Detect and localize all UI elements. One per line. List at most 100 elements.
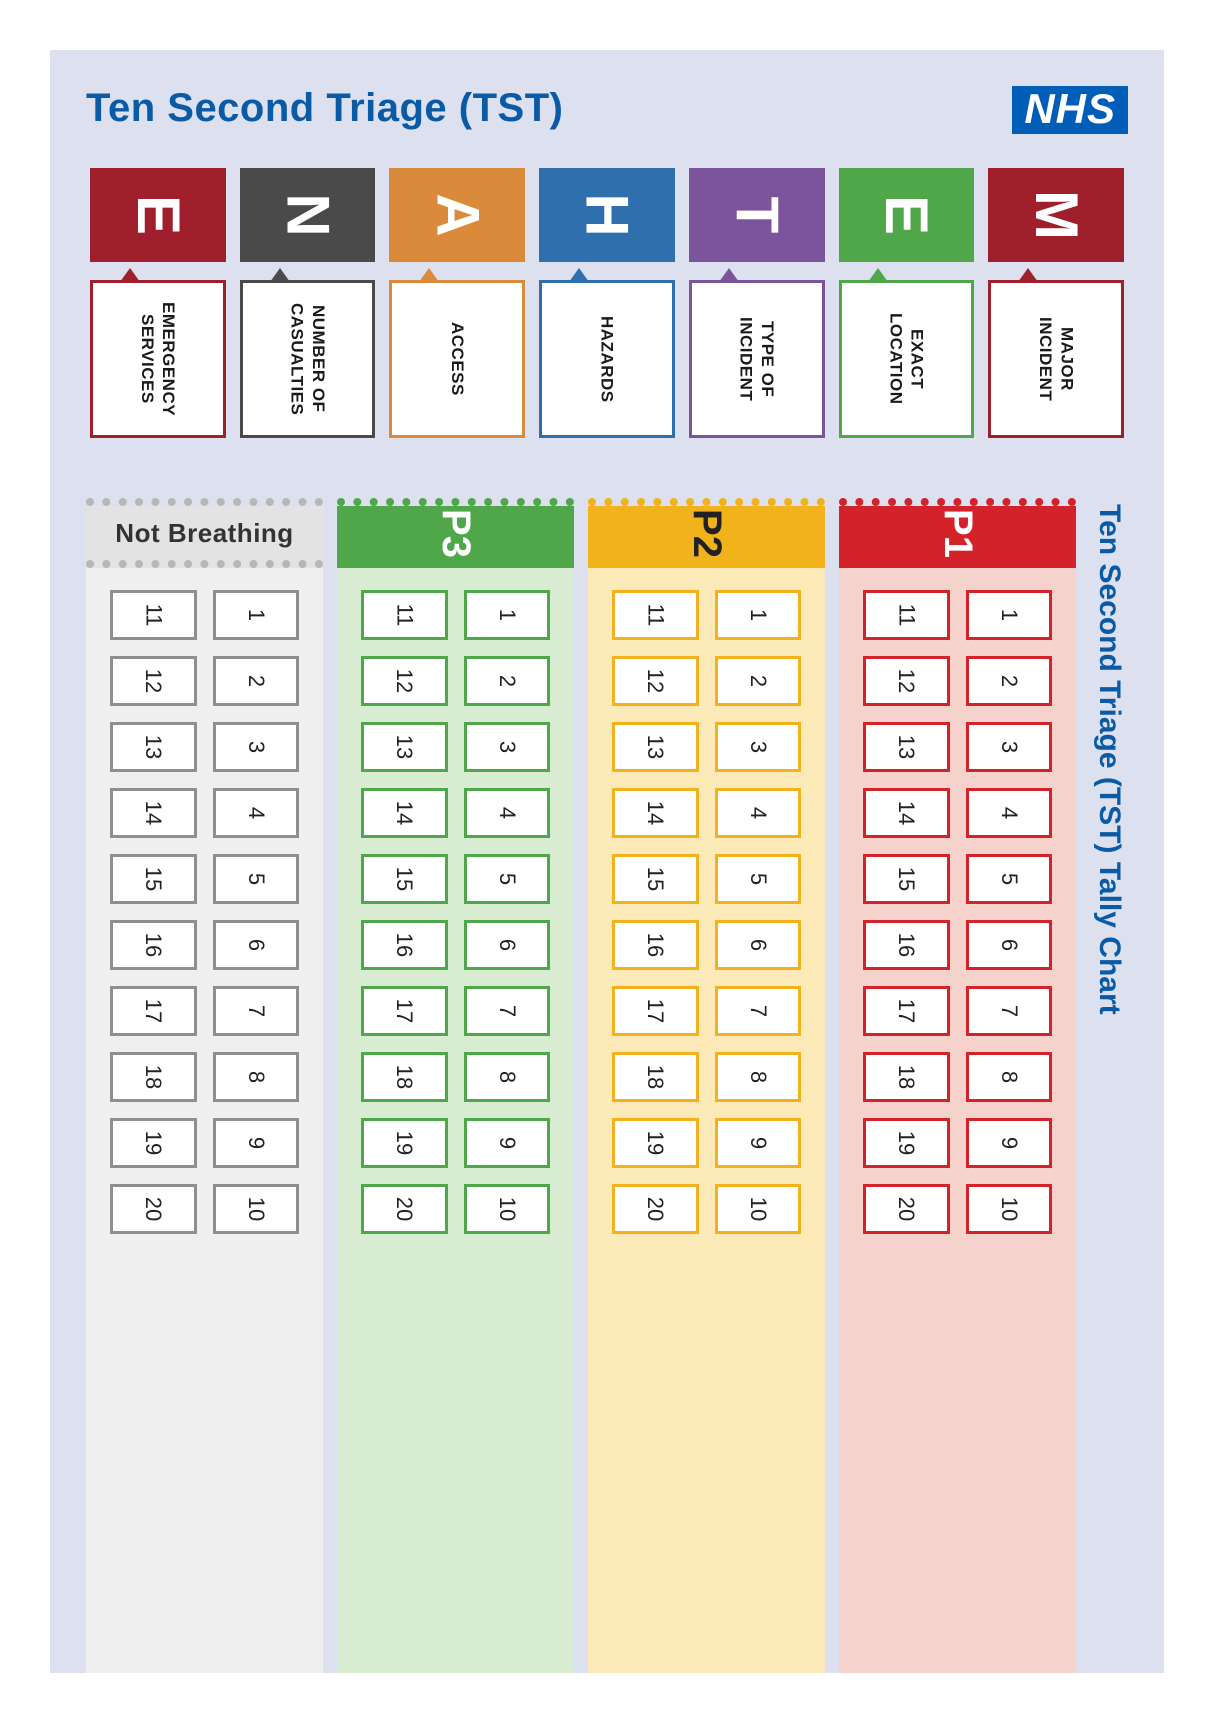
tally-number: 5: [494, 873, 520, 885]
tally-cell: 15: [612, 854, 699, 904]
tally-number: 14: [140, 801, 166, 825]
tally-number: 2: [494, 675, 520, 687]
tally-column-nb: Not Breathing111212313414515616717818919…: [86, 498, 323, 1673]
tally-cell: 14: [612, 788, 699, 838]
tally-number: 1: [494, 609, 520, 621]
tally-cell: 6: [464, 920, 551, 970]
tally-cell: 4: [213, 788, 300, 838]
tally-header: Not Breathing: [86, 506, 323, 568]
tally-number: 8: [996, 1071, 1022, 1083]
tally-number: 16: [893, 933, 919, 957]
tally-number: 20: [642, 1197, 668, 1221]
tally-row: 1020: [863, 1184, 1052, 1234]
methane-desc-text: ACCESS: [447, 322, 468, 396]
tally-number: 15: [140, 867, 166, 891]
arrow-up-icon: [719, 268, 739, 282]
tally-row: 2 12: [361, 656, 550, 706]
tally-cell: 10: [715, 1184, 802, 1234]
tally-number: 8: [494, 1071, 520, 1083]
tally-cell: 14: [863, 788, 950, 838]
tally-number: 11: [642, 604, 668, 627]
tally-number: 9: [996, 1137, 1022, 1149]
tally-row: 10 20: [361, 1184, 550, 1234]
methane-desc-text: EMERGENCYSERVICES: [137, 302, 180, 416]
tally-row: 111: [863, 590, 1052, 640]
methane-desc-box: ACCESS: [389, 280, 525, 438]
tally-number: 20: [140, 1197, 166, 1221]
tally-cell: 7: [966, 986, 1053, 1036]
tally-row: 4 14: [361, 788, 550, 838]
tally-cell: 1: [966, 590, 1053, 640]
tally-cell: 1: [715, 590, 802, 640]
tally-number: 18: [893, 1065, 919, 1089]
methane-letter-box: M: [988, 168, 1124, 262]
methane-letter-box: H: [539, 168, 675, 262]
tally-number: 10: [494, 1197, 520, 1221]
tally-number: 20: [391, 1197, 417, 1221]
tally-row: 111: [361, 590, 550, 640]
tally-column-p1: P11112123134145156167178189191020: [839, 498, 1076, 1673]
tally-number: 15: [391, 867, 417, 891]
tally-number: 14: [391, 801, 417, 825]
tally-row: 3 13: [612, 722, 801, 772]
tally-row: 515: [612, 854, 801, 904]
tally-number: 13: [642, 735, 668, 759]
tally-cell: 14: [110, 788, 197, 838]
tally-number: 5: [996, 873, 1022, 885]
tally-cell: 20: [612, 1184, 699, 1234]
methane-letter-box: T: [689, 168, 825, 262]
tally-row: 818: [612, 1052, 801, 1102]
tally-cell: 18: [361, 1052, 448, 1102]
methane-letter-box: E: [90, 168, 226, 262]
tally-number: 17: [140, 999, 166, 1023]
tally-cell: 8: [966, 1052, 1053, 1102]
tally-row: 8 18: [863, 1052, 1052, 1102]
methane-desc-box: MAJORINCIDENT: [988, 280, 1124, 438]
tally-cell: 7: [464, 986, 551, 1036]
tally-cell: 11: [863, 590, 950, 640]
tally-cell: 15: [110, 854, 197, 904]
tally-number: 7: [494, 1005, 520, 1017]
tally-cell: 8: [213, 1052, 300, 1102]
tally-cell: 11: [612, 590, 699, 640]
tally-cell: 5: [966, 854, 1053, 904]
tally-cell: 4: [464, 788, 551, 838]
tally-cell: 3: [715, 722, 802, 772]
methane-letter: H: [577, 193, 637, 236]
tally-cell: 20: [361, 1184, 448, 1234]
tally-number: 11: [391, 604, 417, 627]
tally-cell: 19: [612, 1118, 699, 1168]
tally-body: 1112123134145156167178189191020: [588, 568, 825, 1673]
tally-cell: 1: [213, 590, 300, 640]
methane-col-h-3: HHAZARDS: [539, 168, 675, 438]
tally-row: 919: [863, 1118, 1052, 1168]
tally-cell: 3: [213, 722, 300, 772]
tally-header: P3: [337, 506, 574, 568]
tally-row: 1020: [110, 1184, 299, 1234]
tally-number: 13: [140, 735, 166, 759]
tally-row: 515: [863, 854, 1052, 904]
tally-cell: 12: [863, 656, 950, 706]
tally-number: 9: [494, 1137, 520, 1149]
methane-desc-text: MAJORINCIDENT: [1035, 317, 1078, 401]
tally-cell: 17: [361, 986, 448, 1036]
methane-col-t-2: TTYPE OFINCIDENT: [689, 168, 825, 438]
tally-cell: 3: [464, 722, 551, 772]
tally-row: 7 17: [361, 986, 550, 1036]
tally-row: 717: [110, 986, 299, 1036]
tally-row: 818: [110, 1052, 299, 1102]
tally-row: 3 13: [110, 722, 299, 772]
methane-row: MMAJORINCIDENTEEXACTLOCATIONTTYPE OFINCI…: [86, 168, 1128, 438]
tally-number: 6: [745, 939, 771, 951]
tally-number: 12: [140, 669, 166, 693]
tally-row: 919: [612, 1118, 801, 1168]
tally-row: 414: [863, 788, 1052, 838]
tally-cell: 2: [715, 656, 802, 706]
tally-cell: 17: [612, 986, 699, 1036]
tally-cell: 4: [715, 788, 802, 838]
tally-row: 919: [110, 1118, 299, 1168]
tally-cell: 9: [213, 1118, 300, 1168]
tally-cell: 9: [966, 1118, 1053, 1168]
tally-cell: 17: [863, 986, 950, 1036]
tally-cell: 12: [361, 656, 448, 706]
